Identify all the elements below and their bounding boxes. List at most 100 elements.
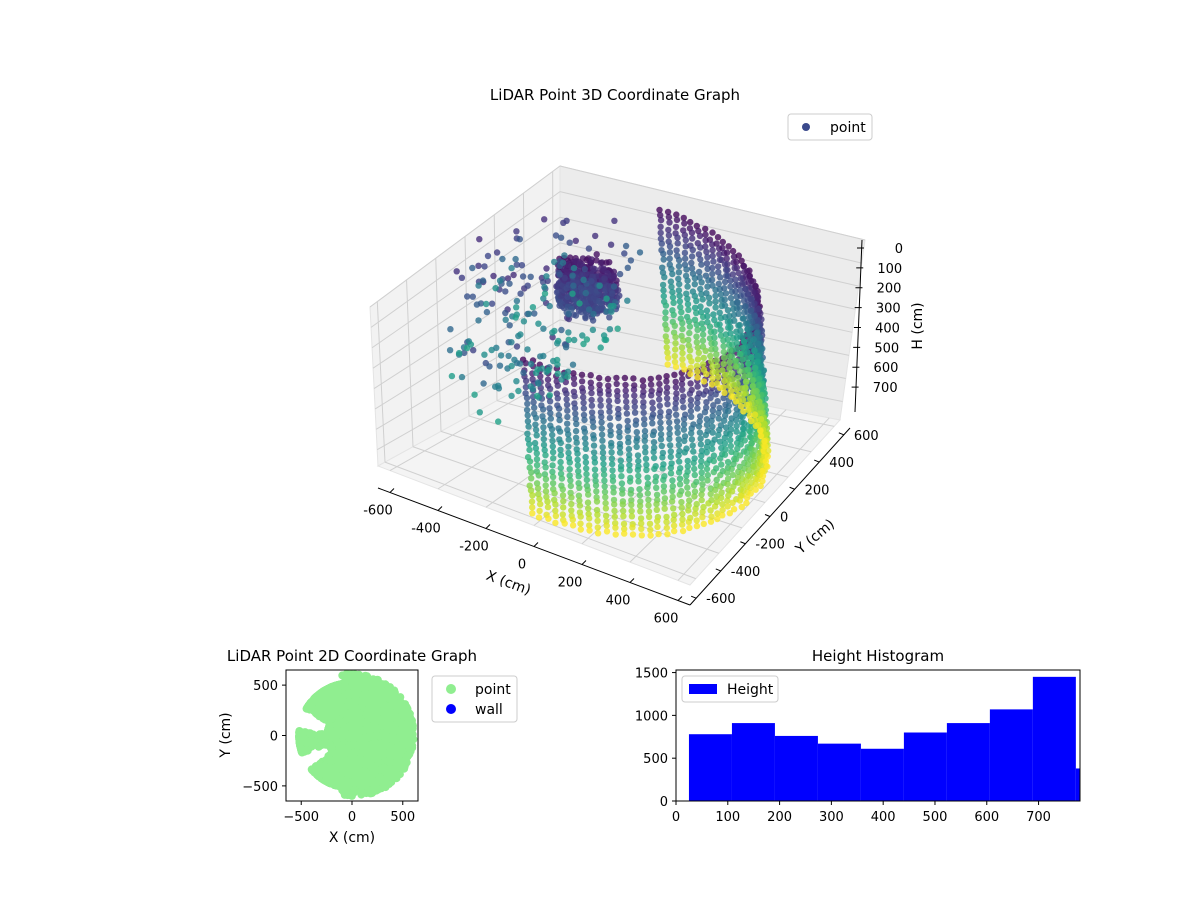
grid-line <box>440 430 743 529</box>
point-3d <box>551 490 558 497</box>
point-3d <box>672 384 680 391</box>
point-3d <box>709 412 716 420</box>
point-3d <box>733 340 741 347</box>
point-3d <box>483 308 491 316</box>
point-3d <box>629 524 636 531</box>
point-3d <box>564 368 572 375</box>
point-3d <box>582 445 590 452</box>
point-3d <box>585 306 593 313</box>
point-3d <box>535 320 542 327</box>
point-3d <box>628 501 635 509</box>
point-3d <box>749 341 757 348</box>
point-3d <box>667 278 675 285</box>
x-tick-label: -600 <box>363 504 393 519</box>
point-3d <box>641 421 648 428</box>
point-3d <box>747 490 754 497</box>
point-3d <box>727 283 734 290</box>
y-tick-mark <box>690 595 697 599</box>
point-3d <box>735 310 742 317</box>
point-3d <box>486 363 493 370</box>
point-3d <box>610 302 617 310</box>
point-3d <box>694 368 701 375</box>
point-3d <box>691 488 699 495</box>
point-3d <box>476 409 483 416</box>
point-3d <box>717 332 725 339</box>
point-3d <box>565 336 572 343</box>
point-3d <box>532 445 540 452</box>
point-3d <box>577 520 584 527</box>
point-3d <box>665 413 672 420</box>
point-3d <box>707 394 714 401</box>
point-3d <box>698 320 706 327</box>
point-3d <box>712 345 719 353</box>
point-3d <box>697 244 704 251</box>
point-3d <box>644 474 651 481</box>
point-3d <box>672 378 679 385</box>
point-3d <box>693 500 700 508</box>
point-3d <box>703 260 711 267</box>
point-3d <box>672 400 679 407</box>
point-3d <box>594 517 601 524</box>
point-3d <box>656 402 663 409</box>
point-3d <box>713 362 721 369</box>
point-3d <box>640 399 647 406</box>
point-3d <box>667 442 674 449</box>
point-3d <box>638 520 645 527</box>
point-3d <box>734 380 741 387</box>
point-3d <box>625 445 633 453</box>
point-3d <box>727 294 735 302</box>
point-3d <box>555 337 562 345</box>
point-3d <box>559 486 566 493</box>
point-3d <box>709 429 716 436</box>
point-3d <box>592 482 600 489</box>
point-3d <box>666 425 673 432</box>
point-3d <box>673 247 680 254</box>
point-3d <box>681 433 689 440</box>
point-3d <box>467 341 475 348</box>
point-3d <box>687 396 695 404</box>
point-3d <box>621 530 628 537</box>
point-3d <box>660 461 667 468</box>
point-3d <box>601 275 608 282</box>
point-3d <box>699 337 707 344</box>
point-3d <box>674 429 681 436</box>
point-3d <box>497 352 505 359</box>
point-3d <box>557 464 564 472</box>
point-3d <box>455 349 463 357</box>
grid-line <box>369 165 561 308</box>
point-3d <box>678 344 686 351</box>
y-tick-mark <box>789 486 795 490</box>
point-3d <box>552 501 559 508</box>
point-3d <box>757 427 764 434</box>
point-3d <box>554 370 561 377</box>
point-3d <box>566 466 573 473</box>
point-3d <box>700 378 708 385</box>
point-3d <box>722 266 730 274</box>
point-3d <box>609 477 617 484</box>
point-3d <box>593 506 601 514</box>
point-3d <box>616 292 623 299</box>
point-3d <box>602 499 609 507</box>
point-3d <box>688 430 695 437</box>
point-3d <box>515 387 522 395</box>
point-3d <box>669 493 676 501</box>
point-3d <box>743 449 751 456</box>
point-3d <box>697 463 705 470</box>
point-3d <box>615 405 622 413</box>
h-tick-label: 100 <box>877 262 902 277</box>
point-3d <box>710 258 717 265</box>
point-3d <box>755 305 762 313</box>
point-3d <box>733 386 740 393</box>
point-3d <box>596 381 603 388</box>
point-3d <box>502 309 509 317</box>
point-3d <box>670 511 678 519</box>
point-3d <box>664 401 671 408</box>
point-3d <box>703 307 711 314</box>
grid-line <box>370 191 561 328</box>
point-3d <box>662 302 670 309</box>
point-3d <box>568 305 575 313</box>
point-3d <box>713 321 721 328</box>
point-3d <box>640 409 647 416</box>
point-3d <box>525 423 532 430</box>
point-3d <box>681 231 688 239</box>
